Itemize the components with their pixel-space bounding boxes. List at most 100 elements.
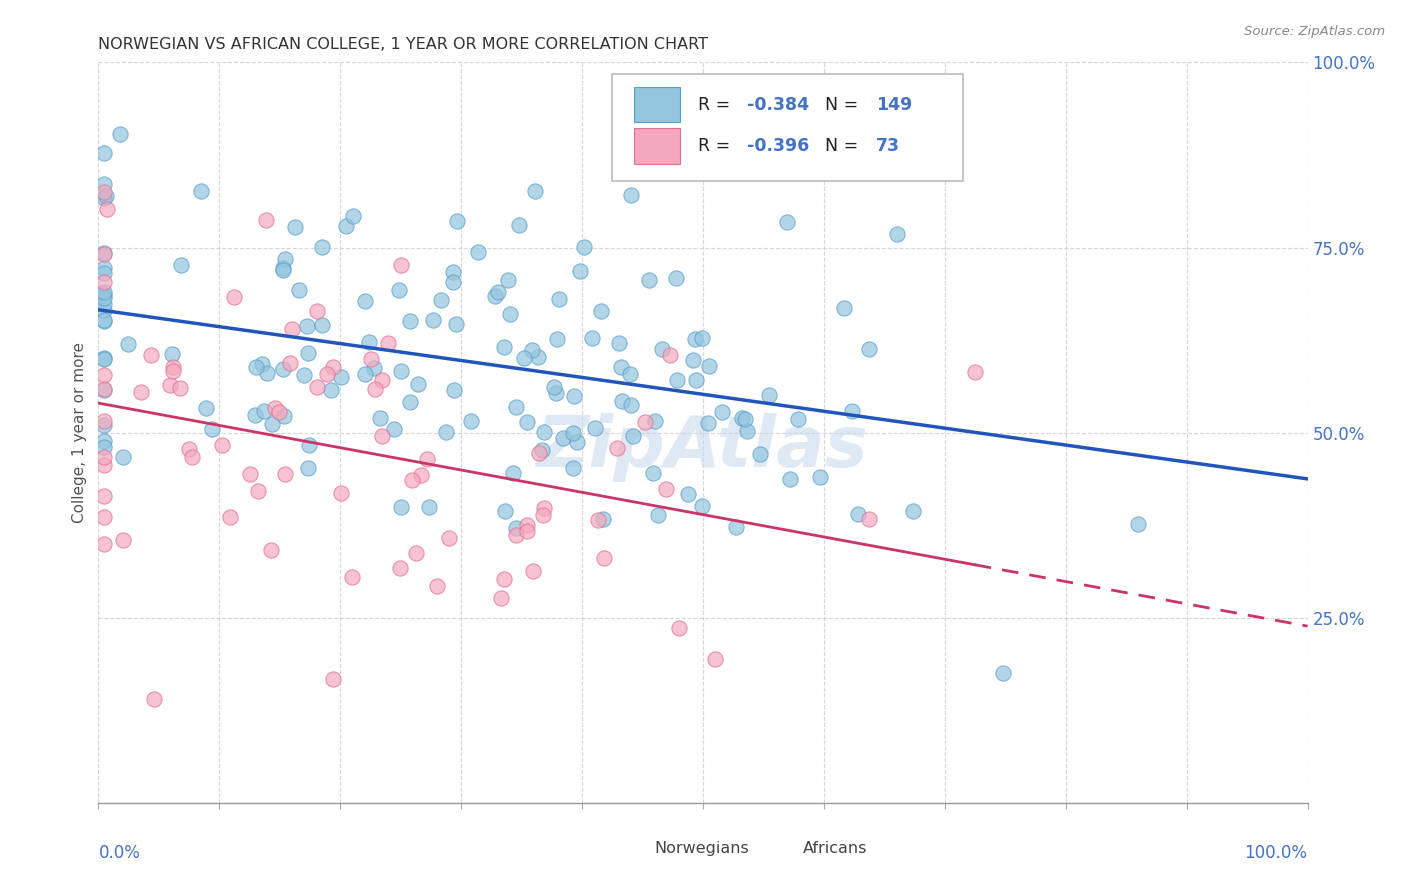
Point [546, 332, 568, 346]
Point [565, 435, 588, 450]
Point [364, 382, 387, 396]
Point [93, 351, 115, 365]
Point [274, 467, 297, 482]
Point [194, 401, 217, 415]
Point [288, 283, 311, 297]
Point [322, 359, 344, 374]
Point [271, 362, 294, 376]
FancyBboxPatch shape [613, 73, 963, 181]
Point [311, 318, 333, 332]
Point [634, 415, 657, 429]
Point [426, 579, 449, 593]
Point [561, 461, 583, 475]
Point [93, 489, 115, 503]
Point [250, 357, 273, 371]
Point [551, 432, 574, 446]
Text: N =: N = [825, 137, 863, 155]
Point [606, 441, 628, 455]
Point [846, 507, 869, 521]
Point [647, 508, 669, 523]
Point [389, 364, 412, 378]
Point [93, 352, 115, 367]
Point [262, 417, 284, 431]
Text: R =: R = [699, 137, 735, 155]
Point [547, 292, 569, 306]
Point [93, 458, 115, 472]
Point [610, 393, 633, 408]
Point [758, 387, 780, 401]
Point [494, 504, 516, 518]
Point [93, 191, 115, 205]
Point [683, 332, 706, 346]
Point [322, 672, 344, 686]
Point [901, 504, 924, 518]
Point [533, 425, 555, 440]
Point [389, 561, 412, 575]
Point [222, 290, 245, 304]
Point [93, 414, 115, 428]
Point [562, 426, 585, 441]
Point [211, 438, 233, 452]
Point [434, 425, 457, 439]
Point [271, 263, 294, 277]
Point [502, 467, 524, 481]
Point [405, 545, 427, 559]
Point [505, 400, 527, 414]
FancyBboxPatch shape [634, 87, 681, 122]
Point [619, 367, 641, 381]
Point [437, 532, 460, 546]
Point [491, 591, 513, 606]
Y-axis label: College, 1 year or more: College, 1 year or more [72, 343, 87, 523]
Point [159, 378, 181, 392]
Point [169, 381, 191, 395]
Point [218, 509, 240, 524]
Point [93, 302, 115, 317]
Point [492, 573, 515, 587]
FancyBboxPatch shape [609, 834, 643, 863]
Point [858, 343, 880, 357]
Point [177, 442, 200, 456]
Point [508, 219, 530, 233]
Point [363, 360, 385, 375]
Point [371, 373, 394, 387]
Point [253, 404, 276, 418]
Point [779, 472, 801, 486]
Point [93, 537, 115, 551]
Point [484, 289, 506, 303]
Point [247, 483, 270, 498]
Point [786, 412, 808, 426]
Point [734, 411, 756, 425]
Point [111, 533, 134, 548]
Point [160, 347, 183, 361]
Point [93, 266, 115, 280]
Point [93, 313, 115, 327]
Point [498, 307, 520, 321]
Point [292, 368, 315, 382]
Point [389, 500, 412, 515]
Point [422, 313, 444, 327]
Point [271, 260, 294, 275]
Point [93, 291, 115, 305]
Text: Source: ZipAtlas.com: Source: ZipAtlas.com [1244, 25, 1385, 38]
Text: -0.384: -0.384 [747, 95, 808, 113]
Point [298, 438, 321, 452]
Text: Africans: Africans [803, 841, 868, 856]
Point [382, 422, 405, 436]
Point [651, 342, 673, 356]
Point [284, 219, 307, 234]
Point [697, 359, 720, 373]
Point [377, 335, 399, 350]
Point [443, 383, 465, 397]
Point [297, 346, 319, 360]
Point [201, 422, 224, 436]
Point [690, 331, 713, 345]
Point [841, 403, 863, 417]
Point [399, 394, 422, 409]
Text: 100.0%: 100.0% [1244, 844, 1308, 862]
Point [142, 692, 165, 706]
Point [357, 334, 380, 349]
Point [409, 468, 432, 483]
Point [496, 273, 519, 287]
Point [297, 461, 319, 475]
Point [832, 301, 855, 315]
